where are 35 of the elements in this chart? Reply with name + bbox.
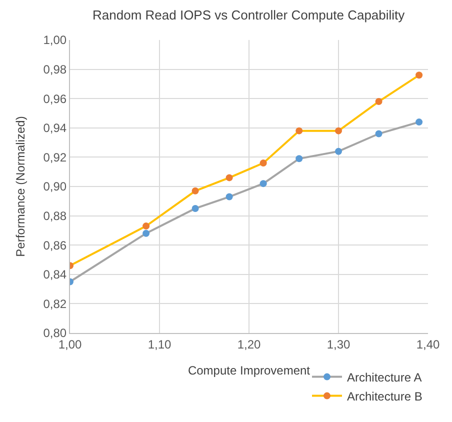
point xyxy=(416,72,423,79)
y-tick-label: 1,00 xyxy=(43,33,67,48)
y-tick-label: 0,84 xyxy=(43,268,67,282)
point xyxy=(142,222,150,230)
y-tick-label: 0,82 xyxy=(43,296,67,311)
y-tick-label: 0,86 xyxy=(43,238,67,252)
x-tick-label: 1,40 xyxy=(416,337,440,352)
point xyxy=(375,98,382,106)
point xyxy=(192,204,199,212)
point xyxy=(192,187,199,194)
point xyxy=(296,155,303,162)
x-axis-title: Compute Improvement xyxy=(188,363,311,378)
point xyxy=(226,193,233,200)
y-tick-label: 0,92 xyxy=(43,150,67,164)
y-tick-label: 0,96 xyxy=(43,92,67,106)
y-tick-label: 0,90 xyxy=(43,180,67,194)
y-tick-label: 0,88 xyxy=(43,209,67,223)
x-tick-label: 1,30 xyxy=(326,337,350,352)
y-tick-label: 0,98 xyxy=(43,62,67,76)
point xyxy=(142,230,150,237)
point xyxy=(375,130,382,138)
legend-label: Architecture A xyxy=(347,370,422,384)
point xyxy=(416,118,423,126)
legend-label: Architecture B xyxy=(347,389,422,404)
x-tick-label: 1,20 xyxy=(237,337,261,352)
y-axis-title: Performance (Normalized) xyxy=(14,116,28,257)
y-tick-label: 0,94 xyxy=(43,121,67,136)
point xyxy=(260,180,267,188)
point xyxy=(335,148,342,155)
x-tick-label: 1,10 xyxy=(148,337,172,352)
point xyxy=(260,160,267,167)
point xyxy=(226,174,233,182)
point xyxy=(335,127,342,134)
point xyxy=(296,127,303,134)
chart-title: Random Read IOPS vs Controller Compute Capability xyxy=(92,8,406,23)
